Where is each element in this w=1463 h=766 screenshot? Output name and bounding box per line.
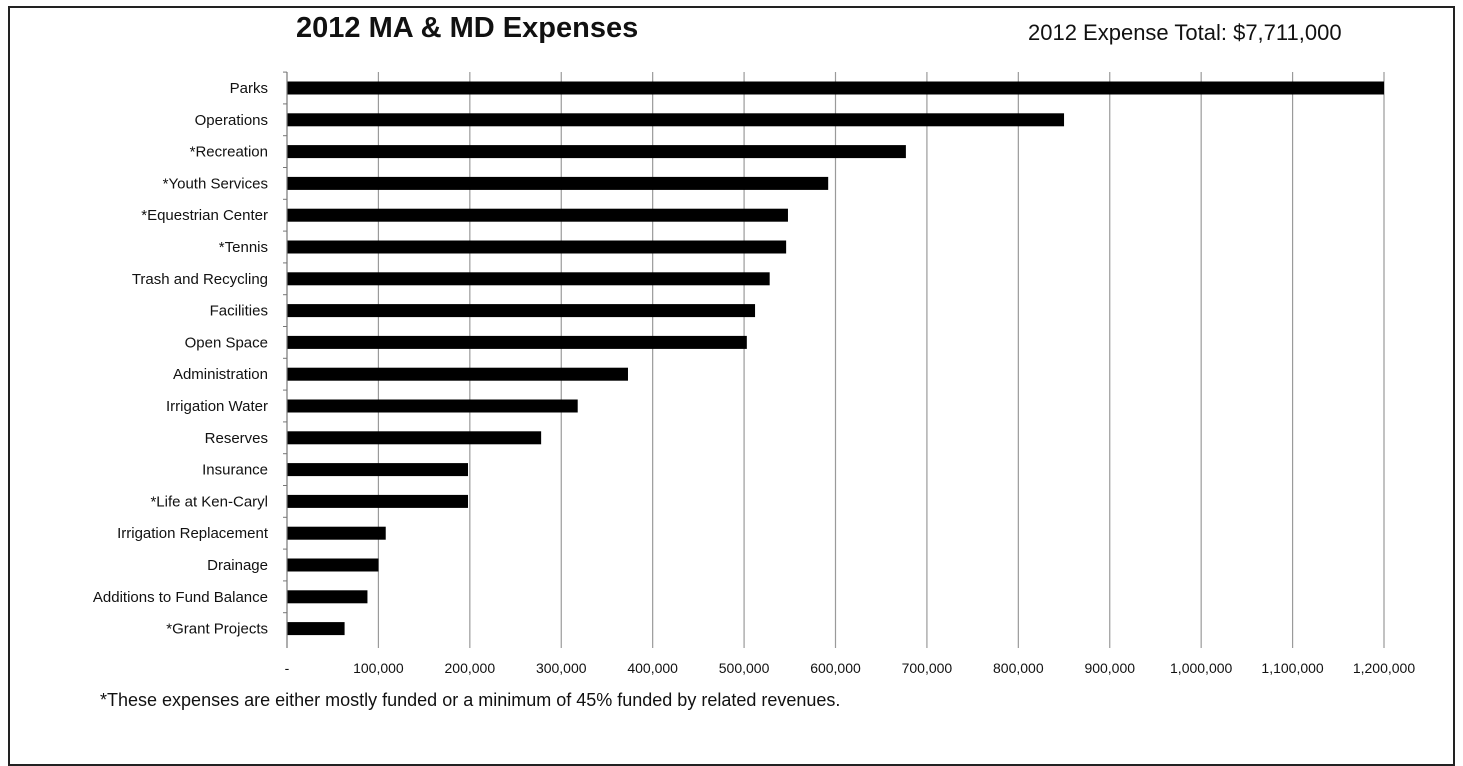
x-tick-label: 1,200,000: [1353, 660, 1415, 676]
bar: [287, 431, 542, 445]
x-tick-label: 1,100,000: [1261, 660, 1323, 676]
category-label: Open Space: [185, 334, 268, 351]
category-label: Insurance: [202, 462, 268, 479]
category-label: *Grant Projects: [166, 621, 268, 638]
bar: [287, 367, 628, 381]
x-tick-label: 900,000: [1084, 660, 1135, 676]
bar: [287, 590, 368, 604]
bars: [287, 81, 1384, 636]
bar: [287, 622, 345, 636]
bar: [287, 558, 379, 572]
category-label: Operations: [195, 112, 268, 129]
bar: [287, 113, 1065, 127]
x-tick-label: 800,000: [993, 660, 1044, 676]
grid-lines: [377, 72, 1385, 648]
category-label: Drainage: [207, 557, 268, 574]
expense-total: 2012 Expense Total: $7,711,000: [1028, 20, 1342, 45]
category-label: *Youth Services: [163, 175, 268, 192]
bar: [287, 335, 747, 349]
category-label: Additions to Fund Balance: [93, 589, 268, 606]
category-label: Irrigation Replacement: [117, 525, 269, 542]
x-tick-label: 400,000: [627, 660, 678, 676]
chart-title: 2012 MA & MD Expenses: [296, 12, 639, 44]
x-tick-label: 500,000: [719, 660, 770, 676]
category-label: Parks: [230, 80, 268, 97]
axes: [283, 71, 288, 648]
bar: [287, 81, 1384, 95]
footnote: *These expenses are either mostly funded…: [100, 690, 841, 710]
category-label: *Equestrian Center: [141, 207, 268, 224]
bar: [287, 240, 787, 254]
category-label: Facilities: [210, 303, 268, 320]
bar: [287, 494, 469, 508]
bar: [287, 272, 770, 286]
bar: [287, 463, 469, 477]
category-label: Trash and Recycling: [132, 271, 268, 288]
category-label: *Life at Ken-Caryl: [150, 493, 268, 510]
category-label: Irrigation Water: [166, 398, 268, 415]
bar: [287, 526, 386, 540]
tick-labels: - 100,000 200,000 300,000 400,000 500,000 600,…: [285, 660, 1416, 676]
bar: [287, 145, 906, 159]
x-tick-label: 300,000: [536, 660, 587, 676]
category-label: *Recreation: [190, 144, 268, 161]
x-tick-label: 100,000: [353, 660, 404, 676]
bar: [287, 176, 829, 190]
bar: [287, 304, 756, 318]
bar: [287, 208, 788, 222]
bar: [287, 399, 578, 413]
category-label: Administration: [173, 366, 268, 383]
x-tick-label: 200,000: [445, 660, 496, 676]
category-label: Reserves: [205, 430, 268, 447]
x-tick-label: 1,000,000: [1170, 660, 1232, 676]
x-tick-label: -: [285, 660, 290, 676]
category-labels: Parks Operations *Recreation *Youth Service…: [93, 80, 269, 638]
category-label: *Tennis: [219, 239, 268, 256]
x-tick-label: 600,000: [810, 660, 861, 676]
x-tick-label: 700,000: [902, 660, 953, 676]
chart-frame: [8, 6, 1455, 766]
bar-chart: Parks Operations *Recreation *Youth Service…: [93, 71, 1416, 676]
